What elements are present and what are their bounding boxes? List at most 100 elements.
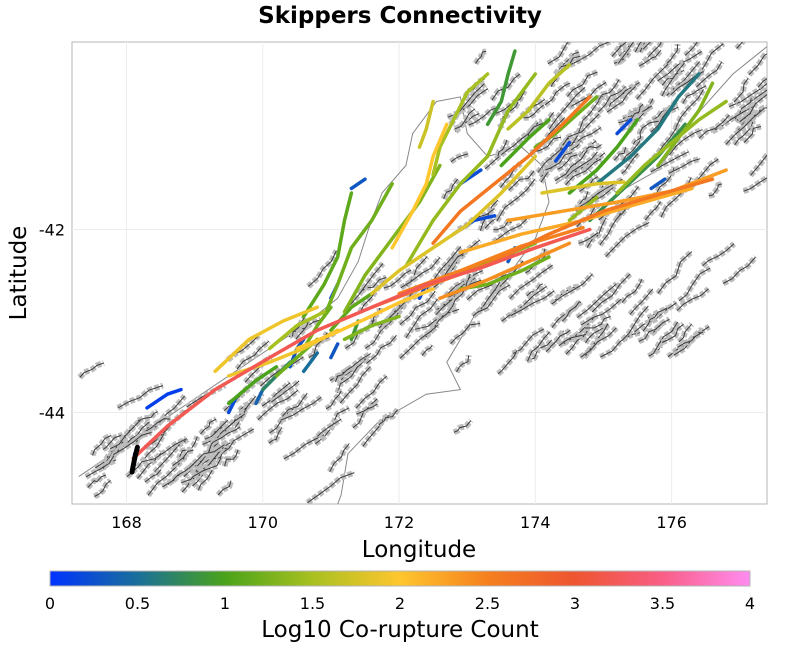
fault-segment (131, 227, 592, 461)
background-fault-trace (476, 284, 510, 313)
background-fault-trace (554, 149, 588, 182)
background-fault-trace (188, 444, 225, 469)
axis-ticks: 168 170 172 174 176 -42 -44 (39, 221, 687, 532)
background-fault-trace (605, 222, 650, 257)
background-fault-trace (137, 411, 158, 422)
background-fault-trace (643, 42, 662, 62)
background-fault-trace (678, 323, 693, 343)
background-fault-trace (204, 419, 229, 440)
background-fault-trace (580, 327, 617, 358)
background-fault-trace (383, 269, 412, 289)
background-fault-trace (642, 311, 659, 332)
background-fault-trace (356, 403, 378, 415)
background-fault-trace (527, 331, 551, 362)
colorbar-tick-label: 1.5 (300, 594, 325, 613)
background-fault-trace (497, 139, 508, 157)
background-fault-trace (559, 113, 600, 150)
background-fault-trace (450, 153, 469, 163)
background-fault-trace (702, 243, 735, 267)
background-fault-trace (144, 469, 162, 483)
x-tick-label: 174 (520, 513, 551, 532)
background-fault-trace (451, 280, 468, 308)
fault-segment (267, 310, 326, 351)
background-fault-trace (530, 136, 562, 154)
background-fault-trace (551, 273, 593, 305)
background-fault-trace (143, 418, 171, 433)
background-fault-trace (523, 104, 545, 119)
background-fault-trace (558, 333, 587, 347)
background-fault-trace (621, 153, 639, 174)
background-fault-trace (450, 323, 481, 345)
background-fault-trace (217, 480, 232, 496)
background-fault-trace (748, 53, 767, 76)
y-axis-label: Latitude (6, 226, 32, 321)
fault-segment (615, 118, 633, 136)
background-fault-trace (512, 328, 545, 355)
fault-segment (567, 118, 640, 195)
background-fault-trace (584, 316, 611, 329)
background-fault-trace (280, 396, 322, 421)
x-tick-label: 168 (111, 513, 142, 532)
background-fault-trace (708, 183, 723, 197)
fault-segment (438, 241, 572, 300)
colorbar-tick-label: 2 (395, 594, 405, 613)
background-fault-trace (734, 120, 754, 146)
fault-segment (540, 180, 626, 195)
background-fault-trace (657, 50, 702, 82)
background-fault-trace (400, 257, 441, 289)
background-fault-trace (545, 152, 573, 171)
fault-segment (594, 72, 701, 186)
fault-segment (301, 351, 320, 374)
background-fault-trace (102, 434, 123, 450)
background-fault-trace (548, 87, 586, 130)
background-fault-trace (622, 140, 641, 162)
background-fault-trace (399, 290, 436, 325)
colorbar-tick-label: 2.5 (475, 594, 500, 613)
background-fault-trace (456, 355, 470, 373)
background-fault-trace (696, 61, 723, 88)
background-fault-trace (597, 79, 620, 101)
background-fault-trace (613, 146, 627, 161)
background-fault-trace (295, 321, 309, 340)
background-fault-trace (650, 151, 689, 173)
background-fault-trace (317, 418, 342, 437)
background-fault-trace (653, 321, 679, 354)
fault-segment (485, 49, 517, 127)
background-fault-trace (491, 73, 521, 101)
background-fault-trace (638, 323, 662, 342)
background-fault-trace (549, 329, 571, 348)
fault-segment (254, 387, 265, 406)
background-fault-trace (682, 85, 707, 104)
background-fault-trace (510, 290, 555, 316)
background-fault-trace (268, 427, 283, 444)
fault-segment (226, 365, 279, 406)
coastline (78, 96, 550, 504)
fault-segment (226, 397, 238, 415)
background-fault-trace (192, 457, 222, 477)
fault-segment (301, 191, 354, 319)
fault-segment (301, 305, 333, 351)
background-fault-trace (493, 217, 529, 243)
background-fault-trace (307, 250, 337, 287)
background-fault-trace (355, 375, 388, 409)
background-fault-trace (739, 93, 767, 123)
background-fault-trace (468, 106, 500, 126)
background-fault-trace (743, 126, 762, 143)
background-fault-trace (580, 298, 622, 326)
background-fault-trace (598, 86, 627, 113)
chart-title: Skippers Connectivity (258, 3, 542, 29)
background-fault-trace (544, 82, 571, 106)
y-tick-label: -42 (39, 221, 65, 240)
background-fault-trace (678, 267, 711, 302)
background-fault-trace (443, 178, 459, 200)
background-fault-trace (202, 413, 245, 446)
background-fault-trace (561, 301, 581, 322)
background-fault-trace (224, 449, 239, 467)
background-fault-trace (617, 42, 634, 64)
colorbar-ticks: 0 0.5 1 1.5 2 2.5 3 3.5 4 (45, 594, 755, 613)
background-fault-trace (92, 435, 112, 456)
fault-segment (417, 99, 435, 149)
background-fault-trace (578, 232, 599, 244)
background-fault-trace (567, 127, 602, 145)
background-fault-trace (337, 366, 359, 394)
